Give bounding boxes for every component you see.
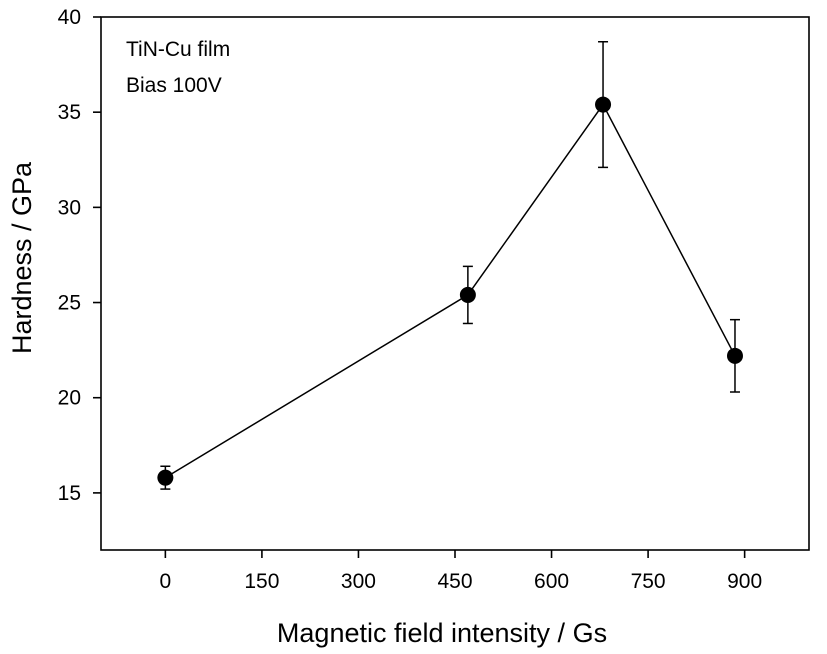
x-tick-label-0: 0	[160, 570, 172, 593]
annotation-film: TiN-Cu film	[126, 38, 230, 61]
y-tick-label-2: 25	[58, 292, 81, 315]
x-tick-label-2: 300	[341, 570, 376, 593]
annotation-bias: Bias 100V	[126, 74, 222, 97]
data-point-2	[595, 96, 612, 113]
data-point-1	[459, 286, 476, 303]
data-layer	[157, 40, 743, 490]
x-axis-title: Magnetic field intensity / Gs	[277, 618, 607, 648]
y-tick-label-0: 15	[58, 482, 81, 505]
data-point-0	[157, 469, 174, 486]
y-tick-label-4: 35	[58, 101, 81, 124]
plot-frame	[100, 16, 810, 551]
y-axis-title: Hardness / GPa	[7, 161, 37, 354]
x-tick-label-5: 750	[631, 570, 666, 593]
data-point-3	[726, 347, 743, 364]
ticks-layer: 0 150 300 450 600 750 900 15 20 25 30 35 40	[58, 6, 763, 593]
series-line-0	[164, 103, 736, 479]
y-tick-label-5: 40	[58, 6, 81, 29]
x-tick-label-6: 900	[727, 570, 762, 593]
x-tick-label-4: 600	[534, 570, 569, 593]
y-tick-label-3: 30	[58, 196, 81, 219]
y-tick-label-1: 20	[58, 387, 81, 410]
x-tick-label-3: 450	[437, 570, 472, 593]
x-tick-label-1: 150	[244, 570, 279, 593]
